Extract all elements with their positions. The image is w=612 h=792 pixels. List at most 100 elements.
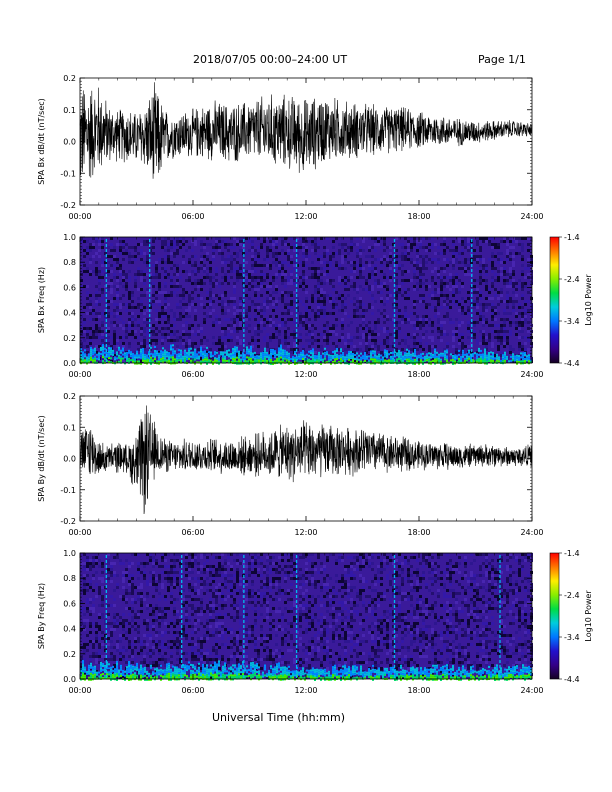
heatmap-cell	[458, 351, 461, 354]
heatmap-cell	[371, 333, 374, 336]
heatmap-cell	[158, 285, 161, 288]
heatmap-cell	[414, 350, 416, 353]
heatmap-cell	[149, 306, 152, 309]
heatmap-cell	[454, 354, 456, 357]
heatmap-cell	[83, 327, 86, 330]
heatmap-cell	[488, 324, 491, 327]
heatmap-cell	[152, 252, 155, 255]
heatmap-cell	[173, 565, 176, 568]
heatmap-cell	[113, 342, 116, 345]
heatmap-cell	[170, 252, 173, 255]
heatmap-cell	[266, 353, 268, 356]
heatmap-cell	[188, 333, 191, 336]
heatmap-cell	[148, 359, 150, 362]
heatmap-cell	[269, 237, 272, 240]
heatmap-cell	[500, 351, 503, 354]
heatmap-cell	[434, 358, 436, 361]
heatmap-cell	[179, 312, 182, 315]
heatmap-cell	[194, 348, 196, 351]
heatmap-cell	[206, 237, 209, 240]
heatmap-cell	[490, 361, 492, 364]
heatmap-cell	[107, 330, 110, 333]
heatmap-cell	[467, 336, 470, 339]
heatmap-cell	[196, 357, 198, 360]
heatmap-cell	[302, 246, 305, 249]
heatmap-cell	[214, 357, 216, 360]
heatmap-cell	[455, 246, 458, 249]
heatmap-cell	[140, 327, 143, 330]
heatmap-cell	[214, 361, 216, 364]
heatmap-cell	[92, 359, 94, 362]
heatmap-cell	[179, 315, 182, 318]
heatmap-cell	[224, 562, 227, 565]
heatmap-cell	[240, 362, 242, 365]
heatmap-cell	[108, 353, 110, 356]
heatmap-cell	[104, 312, 107, 315]
heatmap-cell	[446, 303, 449, 306]
heatmap-cell	[84, 355, 86, 358]
heatmap-cell	[484, 348, 486, 351]
heatmap-cell	[172, 350, 174, 353]
heatmap-cell	[503, 300, 506, 303]
heatmap-cell	[326, 336, 329, 339]
heatmap-cell	[446, 315, 449, 318]
heatmap-cell	[504, 353, 506, 356]
heatmap-cell	[497, 345, 500, 348]
heatmap-cell	[176, 273, 179, 276]
heatmap-cell	[335, 264, 338, 267]
heatmap-cell	[485, 556, 488, 559]
heatmap-cell	[338, 252, 341, 255]
heatmap-cell	[527, 321, 530, 324]
heatmap-cell	[92, 336, 95, 339]
heatmap-cell	[224, 361, 226, 364]
heatmap-cell	[230, 270, 233, 273]
heatmap-cell	[485, 282, 488, 285]
heatmap-cell	[280, 360, 282, 363]
heatmap-cell	[305, 553, 308, 556]
heatmap-cell	[323, 273, 326, 276]
heatmap-cell	[128, 279, 131, 282]
heatmap-cell	[332, 300, 335, 303]
heatmap-cell	[281, 294, 284, 297]
heatmap-cell	[110, 312, 113, 315]
heatmap-cell	[479, 291, 482, 294]
heatmap-cell	[515, 237, 518, 240]
heatmap-cell	[107, 255, 110, 258]
heatmap-cell	[257, 568, 260, 571]
heatmap-cell	[202, 355, 204, 358]
heatmap-cell	[386, 276, 389, 279]
heatmap-cell	[395, 264, 398, 267]
heatmap-cell	[128, 318, 131, 321]
heatmap-cell	[125, 273, 128, 276]
heatmap-cell	[311, 249, 314, 252]
heatmap-cell	[100, 352, 102, 355]
heatmap-cell	[395, 285, 398, 288]
heatmap-cell	[359, 246, 362, 249]
heatmap-cell	[452, 291, 455, 294]
heatmap-cell	[518, 336, 521, 339]
heatmap-cell	[194, 309, 197, 312]
heatmap-cell	[491, 312, 494, 315]
heatmap-cell	[455, 285, 458, 288]
heatmap-cell	[515, 556, 518, 559]
heatmap-cell	[314, 351, 317, 354]
heatmap-cell	[152, 264, 155, 267]
heatmap-cell	[95, 324, 98, 327]
heatmap-cell	[473, 300, 476, 303]
heatmap-cell	[466, 353, 468, 356]
heatmap-cell	[317, 288, 320, 291]
heatmap-cell	[353, 267, 356, 270]
heatmap-cell	[240, 354, 242, 357]
heatmap-cell	[167, 237, 170, 240]
heatmap-cell	[113, 246, 116, 249]
heatmap-cell	[467, 306, 470, 309]
heatmap-cell	[428, 294, 431, 297]
heatmap-cell	[244, 356, 246, 359]
heatmap-cell	[266, 264, 269, 267]
heatmap-cell	[324, 355, 326, 358]
heatmap-cell	[203, 312, 206, 315]
heatmap-cell	[473, 324, 476, 327]
y-tick-label: 0.4	[63, 309, 76, 318]
heatmap-cell	[350, 321, 353, 324]
heatmap-cell	[398, 309, 401, 312]
